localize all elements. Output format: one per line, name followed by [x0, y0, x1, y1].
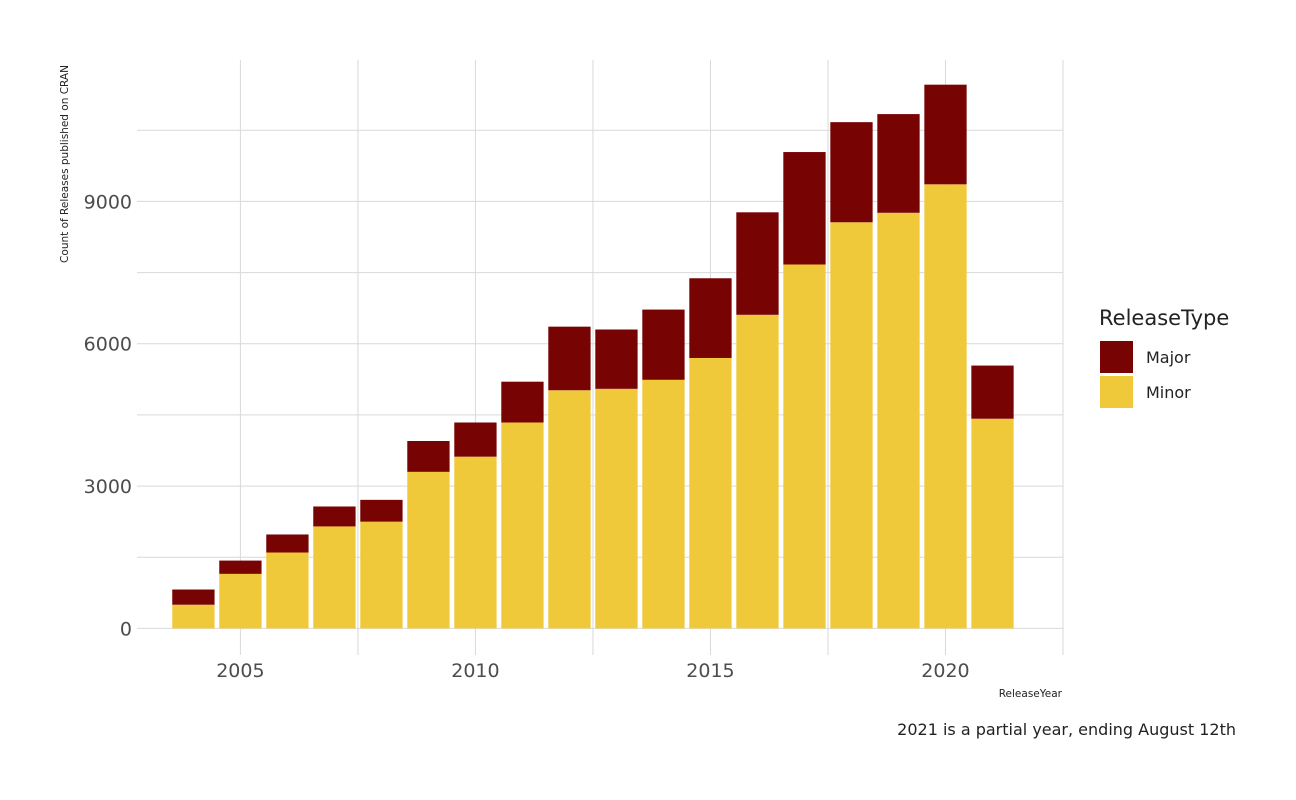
bar-minor-2011 [501, 422, 544, 629]
bar-minor-2015 [689, 357, 732, 629]
legend-swatch-major [1100, 341, 1133, 373]
bars [172, 84, 1014, 629]
bar-major-2008 [360, 499, 403, 522]
x-tick-label: 2010 [451, 660, 499, 682]
legend-label-major: Major [1146, 348, 1191, 367]
bar-major-2009 [407, 441, 450, 472]
bar-major-2013 [595, 329, 638, 389]
bar-major-2010 [454, 422, 497, 457]
bar-major-2012 [548, 326, 591, 391]
y-tick-label: 9000 [84, 191, 132, 213]
y-tick-labels: 0 3000 6000 9000 [84, 191, 132, 640]
bar-major-2007 [313, 506, 356, 527]
bar-major-2018 [830, 122, 873, 223]
bar-minor-2018 [830, 222, 873, 629]
bar-major-2005 [219, 560, 262, 574]
bar-minor-2005 [219, 573, 262, 629]
bar-major-2006 [266, 534, 309, 553]
bar-minor-2004 [172, 604, 215, 629]
bar-minor-2013 [595, 388, 638, 629]
x-axis-label: ReleaseYear [999, 688, 1063, 700]
bar-major-2014 [642, 309, 685, 380]
legend-title: ReleaseType [1099, 306, 1229, 330]
bar-minor-2008 [360, 521, 403, 629]
x-tick-label: 2015 [686, 660, 734, 682]
bar-major-2019 [877, 114, 920, 213]
legend-label-minor: Minor [1146, 383, 1191, 402]
chart-caption: 2021 is a partial year, ending August 12… [897, 720, 1236, 739]
x-tick-labels: 2005 2010 2015 2020 [216, 660, 969, 682]
bar-major-2015 [689, 278, 732, 358]
bar-minor-2007 [313, 526, 356, 629]
bar-minor-2021 [971, 418, 1014, 629]
x-tick-label: 2005 [216, 660, 264, 682]
bar-minor-2020 [924, 184, 967, 629]
bar-minor-2012 [548, 390, 591, 629]
bar-major-2021 [971, 365, 1014, 419]
bar-minor-2017 [783, 264, 826, 629]
y-tick-label: 6000 [84, 334, 132, 356]
bar-minor-2010 [454, 456, 497, 629]
legend-swatch-minor [1100, 376, 1133, 408]
y-tick-label: 3000 [84, 476, 132, 498]
bar-minor-2016 [736, 314, 779, 629]
bar-major-2004 [172, 589, 215, 605]
bar-minor-2019 [877, 212, 920, 629]
bar-minor-2009 [407, 471, 450, 629]
bar-major-2020 [924, 84, 967, 185]
y-tick-label: 0 [120, 618, 132, 640]
legend: ReleaseType Major Minor [1099, 306, 1229, 408]
bar-major-2016 [736, 212, 779, 315]
bar-major-2017 [783, 152, 826, 265]
x-tick-label: 2020 [921, 660, 969, 682]
y-axis-label: Count of Releases published on CRAN [59, 65, 71, 263]
bar-major-2011 [501, 381, 544, 423]
bar-minor-2014 [642, 379, 685, 629]
bar-minor-2006 [266, 552, 309, 629]
